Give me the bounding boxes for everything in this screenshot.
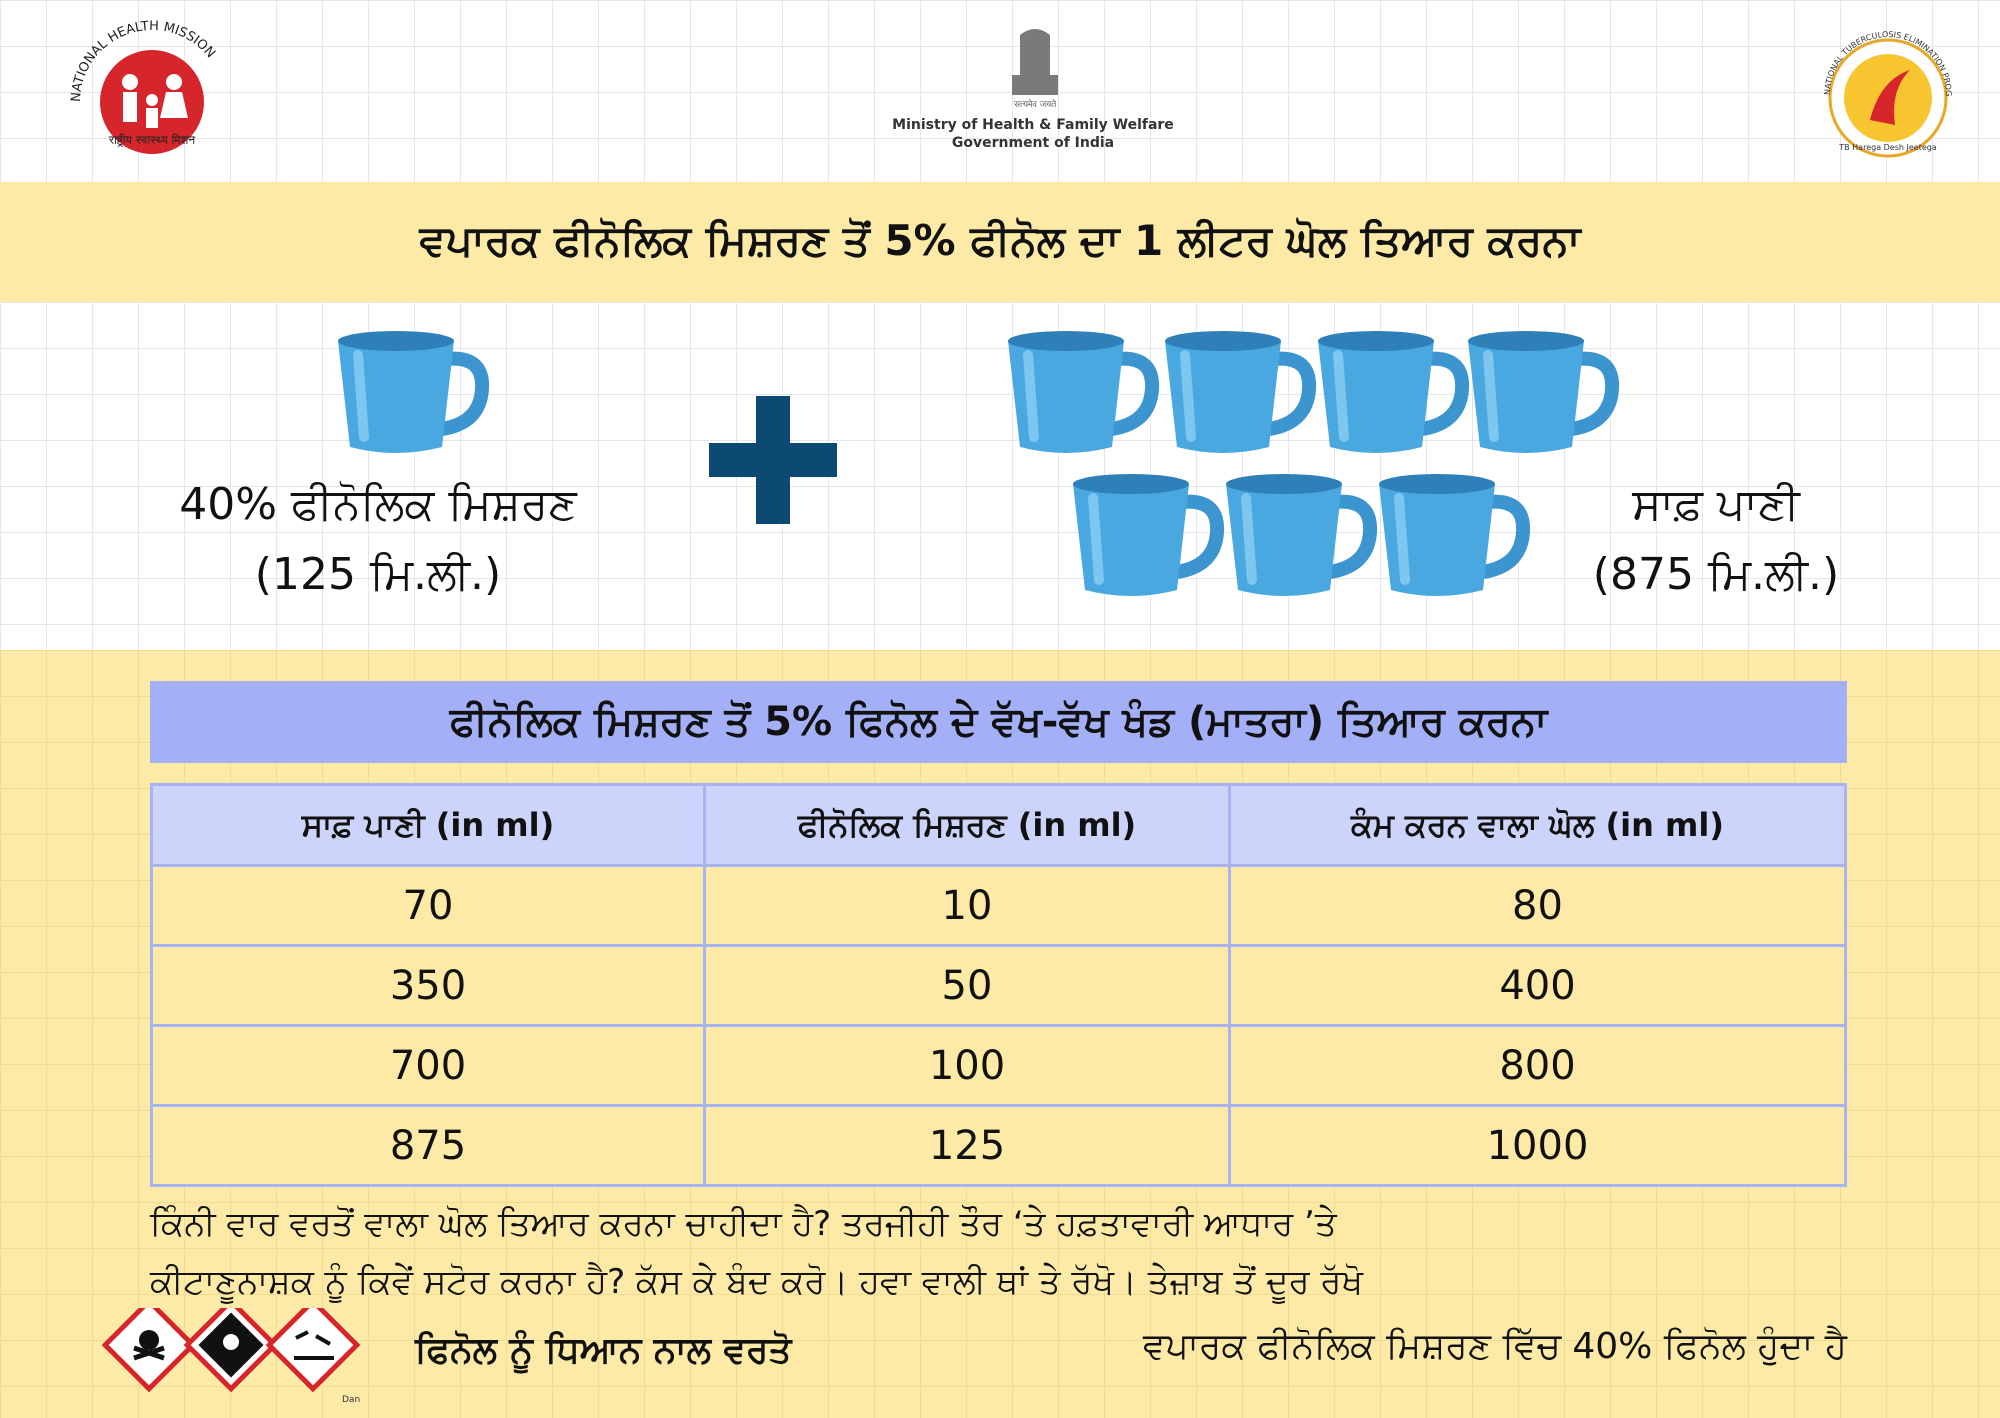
cell: 875 xyxy=(150,1104,706,1187)
table-title: ਫੀਨੋਲਿਕ ਮਿਸ਼ਰਣ ਤੋਂ 5% ਫਿਨੋਲ ਦੇ ਵੱਖ-ਵੱਖ ਖ… xyxy=(150,681,1847,763)
header-cell: ਕੰਮ ਕਰਨ ਵਾਲਾ ਘੋਲ (in ml) xyxy=(1228,783,1847,867)
cup xyxy=(1165,331,1309,453)
header-cell: ਫੀਨੋਲਿਕ ਮਿਸ਼ਰਣ (in ml) xyxy=(703,783,1231,867)
ntep-logo: NATIONAL TUBERCULOSIS ELIMINATION PROGRA… xyxy=(1810,20,1953,158)
row: 875 125 1000 xyxy=(150,1104,1847,1187)
caution: ਫਿਨੋਲ ਨੂੰ ਧਿਆਨ ਨਾਲ ਵਰਤੋ xyxy=(415,1330,792,1371)
ministry: Ministry of Health & Family Welfare xyxy=(892,117,1174,133)
table: ਸਾਫ਼ ਪਾਣੀ (in ml) ਫੀਨੋਲਿਕ ਮਿਸ਼ਰਣ (in ml)… xyxy=(150,783,1847,1187)
ntep-slogan: TB Harega Desh Jeetega xyxy=(1838,143,1937,152)
cell: 1000 xyxy=(1228,1104,1847,1187)
notes: ਕਿੰਨੀ ਵਾਰ ਵਰਤੋਂ ਵਾਲਾ ਘੋਲ ਤਿਆਰ ਕਰਨਾ ਚਾਹੀਦ… xyxy=(150,1195,1850,1311)
hazard-label: Dan xyxy=(342,1395,360,1405)
title: ਵਪਾਰਕ ਫੀਨੋਲਿਕ ਮਿਸ਼ਰਣ ਤੋਂ 5% ਫੀਨੋਲ ਦਾ 1 ਲ… xyxy=(419,216,1581,265)
note: ਕਿੰਨੀ ਵਾਰ ਵਰਤੋਂ ਵਾਲਾ ਘੋਲ ਤਿਆਰ ਕਰਨਾ ਚਾਹੀਦ… xyxy=(150,1204,1337,1244)
plus xyxy=(756,396,790,524)
row: 700 100 800 xyxy=(150,1024,1847,1107)
cup xyxy=(338,331,482,453)
cell: 125 xyxy=(703,1104,1231,1187)
cell: 50 xyxy=(703,944,1231,1027)
cell: 700 xyxy=(150,1024,706,1107)
row: 350 50 400 xyxy=(150,944,1847,1027)
ministry-block: Ministry of Health & Family Welfare Gove… xyxy=(830,116,1236,152)
emblem: सत्यमेव जयते xyxy=(1012,29,1058,110)
right-label: ਸਾਫ਼ ਪਾਣੀ xyxy=(1632,479,1800,530)
note: ਕੀਟਾਣੂਨਾਸ਼ਕ ਨੂੰ ਕਿਵੇਂ ਸਟੋਰ ਕਰਨਾ ਹੈ? ਕੱਸ … xyxy=(150,1262,1363,1302)
hazard-icons: Dan xyxy=(101,1308,360,1405)
right-label-block: ਸਾਫ਼ ਪਾਣੀ (875 ਮਿ.ਲੀ.) xyxy=(1516,470,1916,610)
nhm-hindi: राष्ट्रीय स्वास्थ्य मिशन xyxy=(108,133,195,148)
nhm-logo: NATIONAL HEALTH MISSION राष्ट्रीय स्वास्… xyxy=(69,20,218,154)
cell: 800 xyxy=(1228,1024,1847,1107)
left-amount: (125 ਮਿ.ਲੀ.) xyxy=(254,549,502,600)
row: 70 10 80 xyxy=(150,864,1847,947)
cup xyxy=(1008,331,1152,453)
header-cell: ਸਾਫ਼ ਪਾਣੀ (in ml) xyxy=(150,783,706,867)
cup xyxy=(1226,474,1370,596)
cell: 10 xyxy=(703,864,1231,947)
right-amount: (875 ਮਿ.ਲੀ.) xyxy=(1592,549,1840,600)
cell: 400 xyxy=(1228,944,1847,1027)
cup xyxy=(1318,331,1462,453)
cell: 80 xyxy=(1228,864,1847,947)
cell: 100 xyxy=(703,1024,1231,1107)
government: Government of India xyxy=(951,135,1115,151)
mix-illustration xyxy=(0,302,2000,650)
cup xyxy=(1073,474,1217,596)
motto: सत्यमेव जयते xyxy=(1013,98,1057,110)
header-row: ਸਾਫ਼ ਪਾਣੀ (in ml) ਫੀਨੋਲਿਕ ਮਿਸ਼ਰਣ (in ml)… xyxy=(150,783,1847,867)
mix-band xyxy=(0,302,2000,650)
title-band xyxy=(0,182,2000,302)
header-band xyxy=(0,0,2000,182)
cup xyxy=(1379,474,1523,596)
left-label-block: 40% ਫੀਨੋਲਿਕ ਮਿਸ਼ਰਣ (125 ਮਿ.ਲੀ.) xyxy=(128,470,628,610)
cup xyxy=(1468,331,1612,453)
cell: 70 xyxy=(150,864,706,947)
cell: 350 xyxy=(150,944,706,1027)
fact: ਵਪਾਰਕ ਫੀਨੋਲਿਕ ਮਿਸ਼ਰਣ ਵਿੱਚ 40% ਫਿਨੋਲ ਹੁੰਦ… xyxy=(1142,1326,1847,1367)
left-label: 40% ਫੀਨੋਲਿਕ ਮਿਸ਼ਰਣ xyxy=(179,479,577,530)
